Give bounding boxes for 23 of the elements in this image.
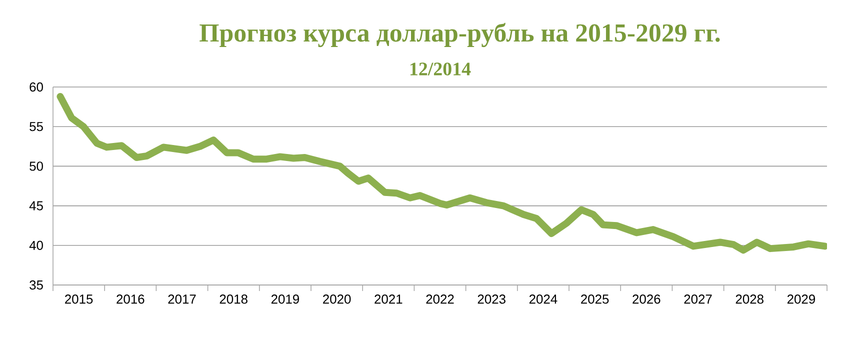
x-tick-label: 2027 [684,294,712,304]
x-tick-label: 2015 [65,294,93,304]
chart-subtitle: 12/2014 [410,62,471,76]
y-tick-label: 55 [30,122,43,132]
x-tick-label: 2021 [374,294,402,304]
x-tick-label: 2028 [736,294,764,304]
x-tick-label: 2016 [116,294,144,304]
x-tick-label: 2022 [426,294,454,304]
x-tick-label: 2023 [478,294,506,304]
chart-title: Прогноз курса доллар-рубль на 2015-2029 гг. [200,22,720,48]
x-tick-label: 2018 [220,294,248,304]
y-tick-label: 45 [29,201,43,210]
x-tick-label: 2020 [323,294,351,304]
x-tick-label: 2019 [271,294,299,304]
y-tick-label: 40 [29,240,43,250]
x-tick-label: 2029 [787,294,816,304]
y-tick-label: 60 [30,82,43,92]
x-tick-label: 2024 [529,294,558,304]
x-tick-label: 2026 [632,294,660,304]
x-tick-label: 2017 [168,294,196,304]
y-tick-label: 35 [30,280,43,290]
x-tick-label: 2025 [581,294,609,304]
y-tick-label: 50 [30,162,43,171]
